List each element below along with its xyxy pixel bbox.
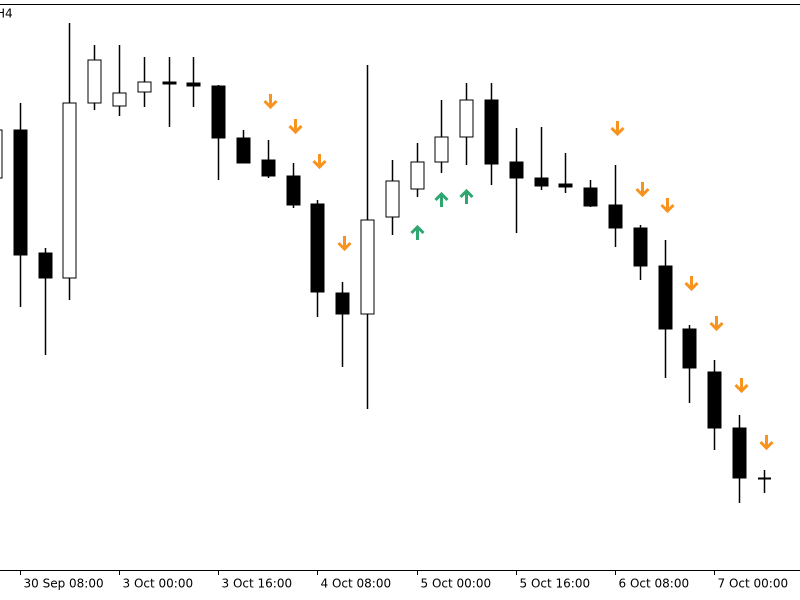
candle-body xyxy=(459,99,474,138)
candle-body xyxy=(434,136,449,163)
x-tick-label: 7 Oct 00:00 xyxy=(718,577,789,591)
candle-body xyxy=(310,203,325,293)
candle-body xyxy=(732,427,747,479)
sell-arrow xyxy=(660,198,675,214)
sell-arrow xyxy=(288,119,303,135)
candle-body xyxy=(707,371,722,429)
candle-body xyxy=(410,161,425,190)
sell-arrow xyxy=(684,276,699,292)
candle-body xyxy=(335,292,350,315)
x-tick-label: 30 Sep 08:00 xyxy=(24,577,104,591)
candle-body xyxy=(509,161,524,179)
buy-arrow xyxy=(410,224,425,240)
x-tick-label: 5 Oct 00:00 xyxy=(421,577,492,591)
buy-arrow xyxy=(459,188,474,204)
x-tick-label: 3 Oct 00:00 xyxy=(123,577,194,591)
x-tick-label: 6 Oct 08:00 xyxy=(619,577,690,591)
candle-body xyxy=(38,252,53,279)
sell-arrow xyxy=(709,316,724,332)
candle-body xyxy=(534,177,549,187)
candle-body xyxy=(286,175,301,206)
candle-body xyxy=(385,180,400,218)
candle-body xyxy=(0,129,3,179)
candle-body xyxy=(211,85,226,139)
x-tick-label: 5 Oct 16:00 xyxy=(520,577,591,591)
candle-body xyxy=(261,159,276,177)
candle-body xyxy=(633,227,648,267)
candle-body xyxy=(360,219,375,315)
candle-body xyxy=(87,59,102,104)
candle-body xyxy=(13,129,28,256)
candle-body xyxy=(658,265,673,330)
candle-body xyxy=(608,204,623,229)
sell-arrow xyxy=(263,94,278,110)
buy-arrow xyxy=(434,191,449,207)
candle-body xyxy=(236,137,251,164)
candle-body xyxy=(62,102,77,279)
x-tick-label: 4 Oct 08:00 xyxy=(321,577,392,591)
candle-body xyxy=(162,81,177,85)
candle-body xyxy=(583,187,598,207)
candle-body xyxy=(137,81,152,93)
sell-arrow xyxy=(337,236,352,252)
sell-arrow xyxy=(312,154,327,170)
candle-body xyxy=(186,82,201,87)
sell-arrow xyxy=(635,182,650,198)
x-tick-label: 3 Oct 16:00 xyxy=(222,577,293,591)
sell-arrow xyxy=(734,378,749,394)
candle-body xyxy=(112,92,127,107)
candle-body xyxy=(558,183,573,188)
timeframe-label: H4 xyxy=(0,7,13,21)
sell-arrow xyxy=(759,435,774,451)
candle-body xyxy=(682,328,697,369)
candle-body xyxy=(484,99,499,165)
sell-arrow xyxy=(610,121,625,137)
